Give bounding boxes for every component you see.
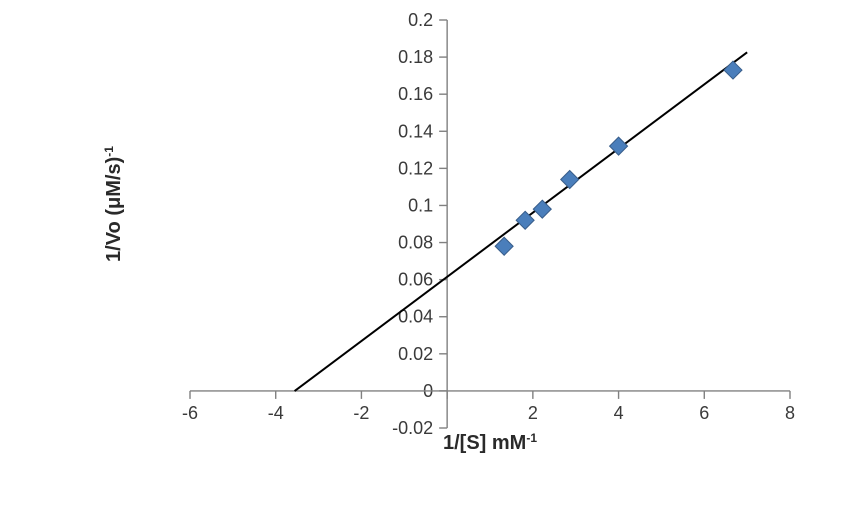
x-tick-label: 2 bbox=[528, 403, 538, 423]
lineweaver-burk-chart: -0.0200.020.040.060.080.10.120.140.160.1… bbox=[0, 0, 866, 508]
y-tick-label: 0.14 bbox=[398, 121, 433, 141]
y-tick-label: 0.06 bbox=[398, 270, 433, 290]
x-axis-title: 1/[S] mM-1 bbox=[443, 431, 537, 454]
y-tick-label: -0.02 bbox=[392, 418, 433, 438]
x-tick-label: 6 bbox=[699, 403, 709, 423]
x-tick-label: -4 bbox=[268, 403, 284, 423]
x-tick-label: -6 bbox=[182, 403, 198, 423]
y-tick-label: 0.02 bbox=[398, 344, 433, 364]
y-tick-label: 0.16 bbox=[398, 84, 433, 104]
y-tick-label: 0.08 bbox=[398, 233, 433, 253]
y-tick-label: 0.18 bbox=[398, 47, 433, 67]
y-axis-title: 1/Vo (μM/s)-1 bbox=[102, 146, 125, 262]
y-tick-label: 0.12 bbox=[398, 158, 433, 178]
x-tick-label: -2 bbox=[353, 403, 369, 423]
x-tick-label: 8 bbox=[785, 403, 795, 423]
y-tick-label: 0.2 bbox=[408, 10, 433, 30]
chart-svg: -0.0200.020.040.060.080.10.120.140.160.1… bbox=[0, 0, 866, 508]
x-tick-label: 4 bbox=[614, 403, 624, 423]
y-tick-label: 0.1 bbox=[408, 195, 433, 215]
